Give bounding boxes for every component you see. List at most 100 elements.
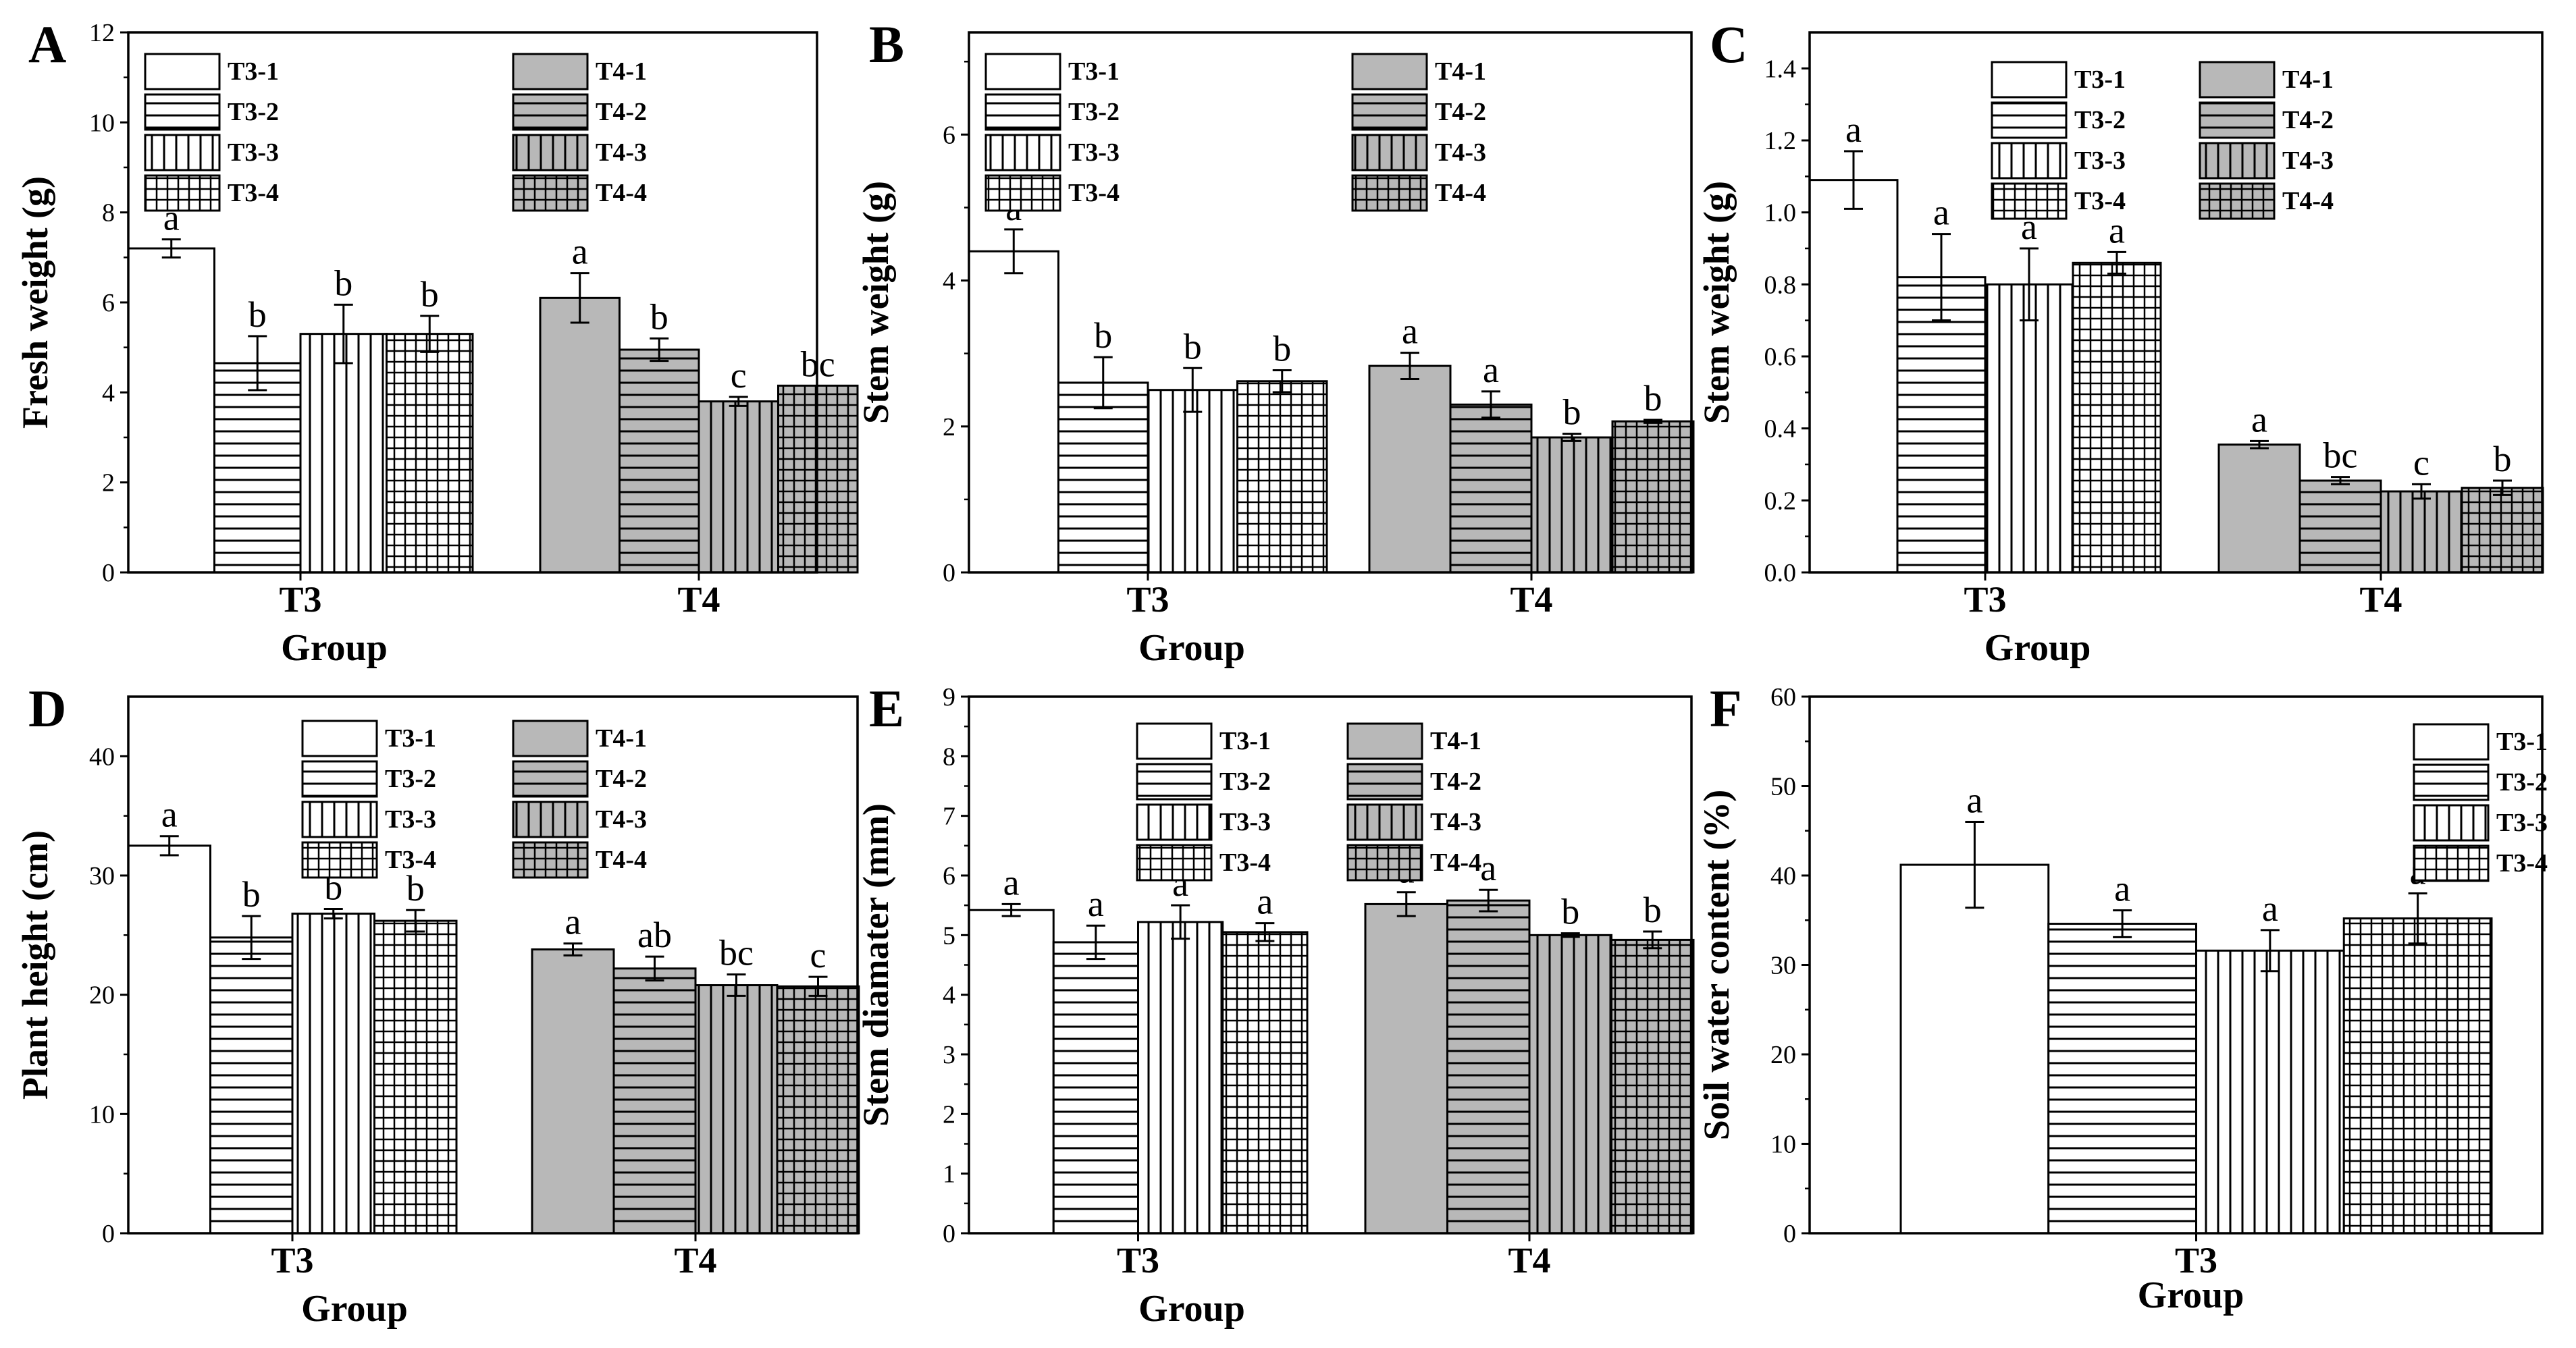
y-tick-label: 2 <box>102 469 115 497</box>
y-tick-label: 1.0 <box>1764 199 1797 227</box>
panel-E: Eaaaaaabb0123456789T3T4GroupStem diamate… <box>856 679 1695 1330</box>
x-axis-title: Group <box>281 627 388 669</box>
legend-swatch-t3-4 <box>2413 844 2490 882</box>
error-bar-t4-3 <box>2412 483 2431 500</box>
bar-t3-1 <box>1899 863 2050 1235</box>
legend-swatch-t4-4 <box>512 174 589 212</box>
legend-swatch-t4-4 <box>512 841 589 879</box>
error-bar-t3-3 <box>2020 247 2039 322</box>
error-bar-t3-1 <box>1004 228 1024 275</box>
y-tick-label: 2 <box>943 413 955 441</box>
y-axis-title: Plant height (cm) <box>15 830 55 1100</box>
error-bar-t4-1 <box>2250 439 2269 450</box>
sig-label-t4-2: a <box>1483 350 1499 390</box>
bar-t4-1 <box>531 948 615 1235</box>
bar-t4-2 <box>619 348 700 574</box>
legend-label-t3-2: T3-2 <box>2074 106 2126 134</box>
panel-label: F <box>1710 679 1742 738</box>
legend-swatch-t4-1 <box>1346 722 1423 760</box>
legend-label-t3-4: T3-4 <box>228 179 279 207</box>
sig-label-t4-2: a <box>1480 848 1496 888</box>
error-bar-t4-3 <box>1562 433 1581 442</box>
error-bar-t3-4 <box>1255 922 1275 942</box>
legend-swatch-t3-2 <box>984 93 1061 131</box>
bar-t3-4 <box>2072 261 2162 574</box>
bar-t3-4 <box>373 919 458 1235</box>
y-axis-title: Fresh weight (g) <box>15 176 55 429</box>
legend-swatch-t4-1 <box>512 53 589 90</box>
bar-t4-3 <box>1530 436 1614 574</box>
error-bar-t4-3 <box>727 973 746 997</box>
legend-label-t3-1: T3-1 <box>1068 57 1120 86</box>
y-tick-label: 40 <box>1770 862 1796 890</box>
sig-label-t3-4: b <box>1273 329 1291 369</box>
bar-t3-2 <box>1057 381 1149 574</box>
legend-swatch-t3-4 <box>1136 844 1213 882</box>
y-tick-label: 0 <box>943 559 955 587</box>
x-axis-title: Group <box>1138 1288 1245 1330</box>
y-tick-label: 4 <box>943 981 955 1010</box>
legend-swatch-t3-3 <box>144 134 221 171</box>
legend-label-t4-1: T4-1 <box>2282 65 2334 94</box>
legend-label-t3-1: T3-1 <box>385 724 436 753</box>
y-tick-label: 30 <box>1770 952 1796 980</box>
legend-swatch-t4-3 <box>1351 134 1428 171</box>
y-tick-label: 4 <box>102 379 115 407</box>
sig-label-t4-1: a <box>2251 399 2267 439</box>
legend-label-t4-2: T4-2 <box>1435 98 1486 126</box>
bar-t3-4 <box>1221 931 1309 1235</box>
legend-swatch-t3-4 <box>301 841 378 879</box>
bar-t4-2 <box>1449 403 1533 574</box>
legend-label-t3-1: T3-1 <box>2496 728 2548 756</box>
error-bar-t3-1 <box>161 238 181 259</box>
x-category-label: T4 <box>677 579 720 620</box>
error-bar-t3-2 <box>248 335 267 392</box>
error-bar-t3-2 <box>1093 356 1113 410</box>
legend-swatch-t4-2 <box>1351 93 1428 131</box>
error-bar-t4-4 <box>2493 479 2512 496</box>
legend-swatch-t4-2 <box>512 93 589 131</box>
legend-swatch-t3-1 <box>301 720 378 757</box>
panel-label: C <box>1710 15 1747 74</box>
bar-t3-1 <box>968 250 1059 574</box>
y-tick-label: 1 <box>943 1160 955 1189</box>
sig-label-t3-2: a <box>1088 884 1104 924</box>
legend-swatch-t4-3 <box>512 801 589 838</box>
sig-label-t4-3: c <box>2413 442 2429 483</box>
legend-swatch-t4-4 <box>2199 182 2276 220</box>
sig-label-t4-1: a <box>565 902 581 942</box>
bar-t4-1 <box>1368 365 1452 574</box>
legend-label-t3-4: T3-4 <box>1219 848 1271 877</box>
sig-label-t4-3: bc <box>719 933 754 973</box>
y-tick-label: 0.4 <box>1764 415 1797 443</box>
legend-swatch-t3-4 <box>1991 182 2068 220</box>
y-axis-title: Soil water content (%) <box>1696 790 1737 1140</box>
x-category-label: T4 <box>1508 1240 1550 1280</box>
sig-label-t3-1: a <box>1845 109 1862 150</box>
bar-t3-4 <box>1236 380 1328 574</box>
legend-label-t3-2: T3-2 <box>2496 768 2548 797</box>
y-tick-label: 4 <box>943 267 955 296</box>
y-tick-label: 5 <box>943 921 955 950</box>
bar-t4-3 <box>1528 934 1612 1235</box>
plot-frame <box>127 695 859 1235</box>
legend: T3-1 T3-2 T3-3 T3-4 T4-1 T4-2 T4-3 T4-4 <box>144 53 647 212</box>
legend-swatch-t3-3 <box>984 134 1061 171</box>
panel-label: D <box>28 679 66 738</box>
bar-t4-3 <box>694 984 779 1235</box>
bar-t4-1 <box>539 296 621 574</box>
sig-label-t3-1: a <box>1003 862 1020 902</box>
y-tick-label: 10 <box>89 109 115 137</box>
legend-swatch-t3-2 <box>2413 763 2490 801</box>
panel-B: Babbbaabb0246T3T4GroupStem weight (g)T3-… <box>856 15 1695 669</box>
sig-label-t3-1: a <box>1966 780 1982 821</box>
error-bar-t4-2 <box>2331 476 2350 485</box>
y-tick-label: 0 <box>102 1220 115 1248</box>
error-bar-t4-2 <box>650 337 669 362</box>
legend-swatch-t4-2 <box>512 760 589 798</box>
plot-frame <box>968 31 1693 574</box>
y-tick-label: 6 <box>943 862 955 890</box>
y-tick-label: 10 <box>89 1100 115 1129</box>
